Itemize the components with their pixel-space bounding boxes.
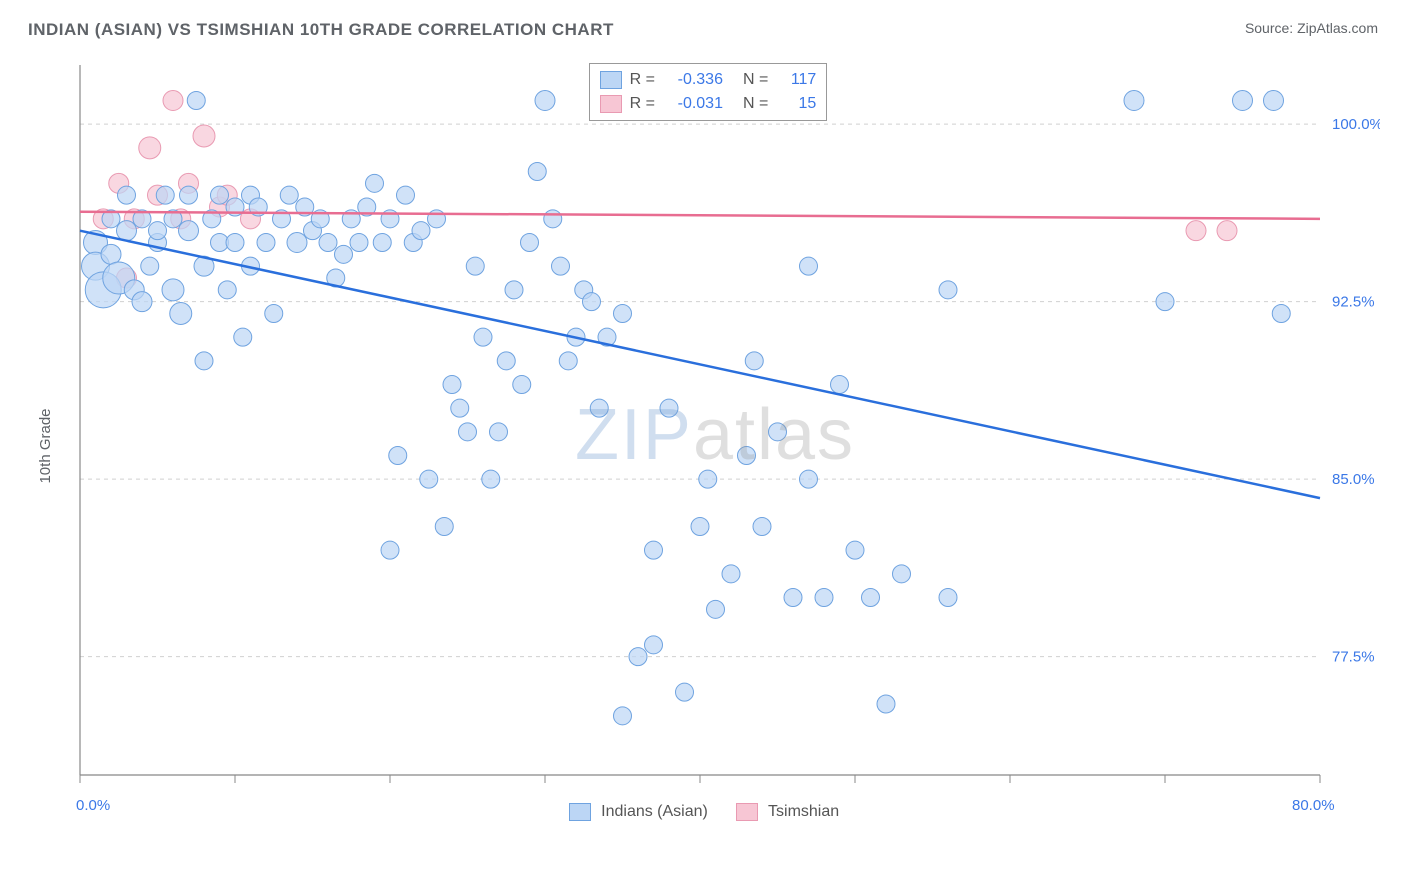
legend-swatch (600, 95, 622, 113)
series-legend-item: Tsimshian (736, 803, 839, 821)
series-legend: Indians (Asian) Tsimshian (569, 803, 839, 821)
svg-text:77.5%: 77.5% (1332, 649, 1375, 666)
series-legend-label: Indians (Asian) (601, 803, 708, 820)
legend-n-value: 15 (776, 95, 816, 113)
chart-source: Source: ZipAtlas.com (1245, 20, 1378, 36)
correlation-legend-row: R = -0.336 N = 117 (600, 68, 817, 92)
chart-title: INDIAN (ASIAN) VS TSIMSHIAN 10TH GRADE C… (28, 20, 614, 40)
scatter-plot-svg: 77.5% 85.0% 92.5% 100.0% (50, 55, 1380, 815)
legend-r-label: R = (630, 71, 655, 89)
legend-n-value: 117 (776, 71, 816, 89)
legend-r-label: R = (630, 95, 655, 113)
svg-text:100.0%: 100.0% (1332, 116, 1380, 133)
plot-area: 77.5%85.0%92.5%100.0% ZIPatlas R = -0.33… (50, 55, 1380, 815)
svg-text:92.5%: 92.5% (1332, 294, 1375, 311)
correlation-legend: R = -0.336 N = 117 R = -0.031 N = 15 (589, 63, 828, 121)
legend-swatch (600, 71, 622, 89)
legend-n-label: N = (743, 95, 768, 113)
svg-text:85.0%: 85.0% (1332, 471, 1375, 488)
legend-r-value: -0.336 (663, 71, 723, 89)
series-legend-item: Indians (Asian) (569, 803, 708, 821)
legend-n-label: N = (743, 71, 768, 89)
series-legend-label: Tsimshian (768, 803, 839, 820)
x-axis-max-label: 80.0% (1292, 797, 1335, 814)
correlation-legend-row: R = -0.031 N = 15 (600, 92, 817, 116)
legend-swatch (736, 803, 758, 821)
legend-r-value: -0.031 (663, 95, 723, 113)
x-axis-min-label: 0.0% (76, 797, 110, 814)
legend-swatch (569, 803, 591, 821)
